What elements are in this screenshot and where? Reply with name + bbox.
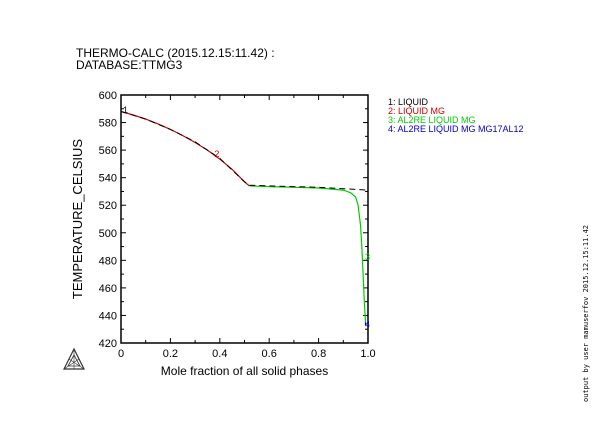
chart-title-line2: DATABASE:TTMG3 (76, 58, 183, 72)
series-layer (120, 110, 369, 326)
dashed-reference-line (120, 111, 369, 191)
x-axis-label: Mole fraction of all solid phases (161, 364, 328, 378)
legend-item-2: 2: LIQUID MG (388, 106, 446, 116)
series-line-3 (249, 185, 367, 323)
chart-title-line1: THERMO-CALC (2015.12.15:11.42) : (76, 46, 275, 60)
x-tick-label: 0.8 (311, 348, 326, 360)
curve-label-4: 4 (365, 320, 370, 330)
y-tick-label: 480 (99, 255, 117, 267)
y-tick-label: 600 (99, 90, 117, 102)
y-tick-label: 580 (99, 118, 117, 130)
curve-label-2: 2 (214, 149, 219, 159)
y-axis-label: TEMPERATURE_CELSIUS (70, 139, 85, 299)
legend-item-1: 1: LIQUID (388, 97, 429, 107)
y-tick-label: 440 (99, 310, 117, 322)
plot-frame (120, 94, 369, 344)
curve-label-3: 3 (365, 252, 370, 262)
x-tick-label: 0.4 (212, 348, 227, 360)
curve-label-1: 1 (123, 105, 128, 115)
y-tick-label: 460 (99, 283, 117, 295)
x-tick-label: 1.0 (360, 348, 375, 360)
legend-item-4: 4: AL2RE LIQUID MG MG17AL12 (388, 124, 524, 134)
y-tick-label: 500 (99, 228, 117, 240)
x-tick-label: 0.6 (262, 348, 277, 360)
label-layer: 1 2 3 4 (123, 105, 370, 330)
y-tick-label: 560 (99, 145, 117, 157)
y-tick-label: 540 (99, 173, 117, 185)
axes-layer: 0 0.2 0.4 0.6 0.8 1.0 420 440 460 480 500 520 540 560… (70, 90, 376, 378)
legend-item-3: 3: AL2RE LIQUID MG (388, 115, 476, 125)
y-tick-label: 520 (99, 200, 117, 212)
x-tick-label: 0 (118, 348, 124, 360)
series-line-2 (120, 110, 250, 187)
x-tick-label: 0.2 (163, 348, 178, 360)
y-tick-label: 420 (99, 338, 117, 350)
thermo-calc-logo-icon (63, 347, 85, 370)
